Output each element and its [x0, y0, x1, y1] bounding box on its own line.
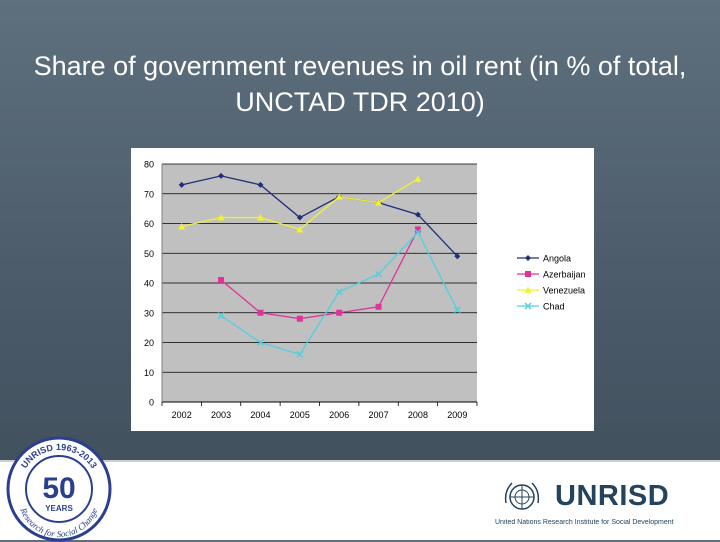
y-tick-label: 30 — [144, 308, 154, 318]
data-point-azerbaijan — [375, 303, 382, 310]
legend-label-azerbaijan: Azerbaijan — [543, 270, 586, 280]
y-tick-label: 40 — [144, 279, 154, 289]
data-point-azerbaijan — [218, 277, 225, 284]
badge-years-word: YEARS — [45, 504, 73, 513]
x-tick-label: 2006 — [329, 410, 349, 420]
legend-label-chad: Chad — [543, 302, 565, 312]
slide-title: Share of government revenues in oil rent… — [33, 51, 687, 117]
data-point-venezuela — [178, 222, 186, 230]
y-tick-label: 60 — [144, 219, 154, 229]
data-point-venezuela — [414, 175, 422, 182]
legend-marker-azerbaijan — [525, 271, 531, 277]
org-name: UNRISD — [555, 480, 670, 512]
data-point-angola — [218, 172, 225, 179]
y-tick-label: 80 — [144, 160, 154, 170]
data-point-azerbaijan — [257, 309, 264, 316]
y-tick-label: 70 — [144, 189, 154, 199]
data-point-chad — [217, 312, 225, 320]
data-point-chad — [296, 350, 304, 358]
legend-label-angola: Angola — [543, 254, 571, 264]
legend-marker-chad — [524, 302, 532, 310]
data-point-venezuela — [296, 225, 304, 233]
data-point-angola — [296, 214, 303, 221]
data-point-azerbaijan — [414, 226, 421, 233]
org-subtitle: United Nations Research Institute for So… — [495, 519, 674, 526]
data-point-chad — [453, 306, 461, 314]
data-point-chad — [335, 288, 343, 296]
series-line-azerbaijan — [220, 229, 419, 320]
footer-band — [0, 462, 720, 540]
data-point-venezuela — [256, 214, 264, 221]
data-point-chad — [375, 270, 383, 278]
series-line-angola — [181, 175, 458, 257]
anniversary-badge: UNRISD 1963-2013 Research for Social Cha… — [6, 436, 112, 542]
data-point-angola — [454, 253, 461, 260]
chart-frame: 0 10 20 30 40 50 60 70 80 2002 2003 2004 2005 2006 200… — [131, 148, 594, 431]
badge-inner-ring — [25, 455, 93, 523]
legend-marker-venezuela — [524, 286, 532, 293]
legend-marker-angola — [525, 255, 531, 261]
x-tick-label: 2008 — [408, 410, 428, 420]
data-point-venezuela — [217, 214, 225, 221]
y-tick-label: 0 — [149, 398, 154, 408]
data-point-azerbaijan — [336, 309, 343, 316]
data-point-azerbaijan — [296, 315, 303, 322]
x-tick-label: 2007 — [369, 410, 389, 420]
data-point-chad — [414, 228, 422, 236]
data-point-angola — [178, 181, 185, 188]
un-emblem-icon — [504, 482, 540, 510]
y-tick-label: 10 — [144, 368, 154, 378]
legend-label-venezuela: Venezuela — [543, 286, 585, 296]
x-tick-label: 2003 — [211, 410, 231, 420]
data-point-angola — [414, 211, 421, 218]
x-tick-label: 2009 — [447, 410, 467, 420]
y-tick-label: 20 — [144, 338, 154, 348]
badge-years-number: 50 — [42, 472, 75, 505]
x-tick-label: 2005 — [290, 410, 310, 420]
data-point-venezuela — [335, 193, 343, 200]
y-tick-label: 50 — [144, 249, 154, 259]
data-point-venezuela — [375, 199, 383, 206]
x-tick-label: 2004 — [250, 410, 270, 420]
data-point-chad — [256, 339, 264, 346]
line-chart: 0 10 20 30 40 50 60 70 80 2002 2003 2004 2005 2006 200… — [144, 160, 586, 421]
x-tick-label: 2002 — [172, 410, 192, 420]
data-point-angola — [257, 181, 264, 188]
footer-divider — [0, 460, 720, 462]
